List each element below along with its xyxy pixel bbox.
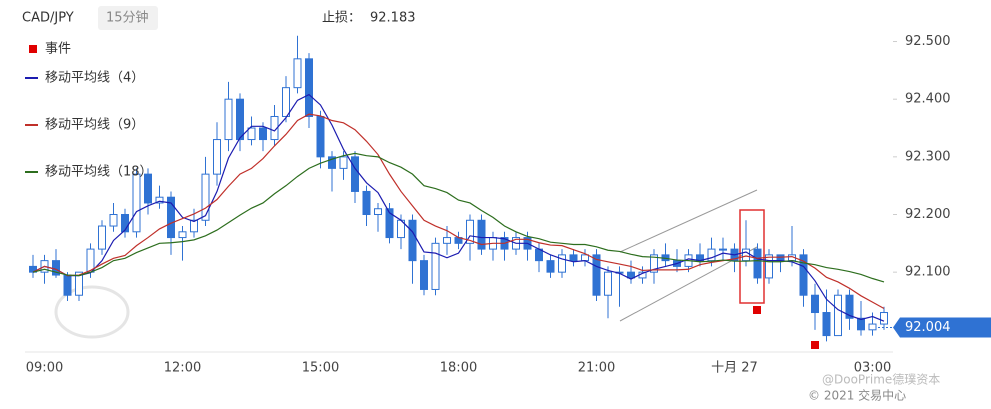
x-tick-label: 十月 27	[711, 361, 758, 376]
candle-down	[811, 294, 819, 314]
candle-up	[339, 156, 348, 169]
candle-up	[466, 219, 474, 244]
y-tick-label: 92.100	[905, 265, 951, 280]
candle-down	[857, 317, 865, 331]
candle-up	[880, 312, 888, 325]
moving-average-line	[32, 93, 885, 322]
candle-down	[351, 156, 359, 192]
last-price-box	[893, 317, 991, 338]
candle-up	[765, 254, 773, 279]
candle-down	[477, 219, 486, 250]
candle-down	[385, 208, 394, 239]
candle-down	[592, 254, 601, 296]
candle-up	[213, 139, 221, 175]
candle-down	[420, 260, 428, 290]
moving-average-line	[32, 113, 885, 310]
x-tick-label: 09:00	[26, 361, 63, 376]
event-marker[interactable]	[753, 306, 761, 314]
candle-up	[868, 323, 877, 331]
candle-up	[190, 219, 198, 233]
watermark-text: @DooPrime德璞资本	[822, 372, 940, 387]
candle-down	[822, 312, 831, 337]
candle-down	[362, 190, 371, 216]
candle-up	[132, 173, 141, 233]
candle-up	[443, 237, 451, 244]
candle-down	[316, 115, 325, 158]
candle-down	[627, 271, 635, 279]
candle-up	[155, 196, 164, 204]
last-price-label: 92.004	[905, 320, 951, 335]
stop-loss-value: 92.183	[370, 11, 416, 26]
candle-down	[328, 156, 336, 169]
symbol: CAD/JPY	[22, 11, 74, 26]
event-marker[interactable]	[811, 341, 819, 349]
candle-up	[742, 248, 750, 262]
channel-line	[619, 189, 758, 253]
candle-down	[799, 254, 808, 296]
candle-up	[374, 208, 382, 216]
x-tick-label: 12:00	[164, 361, 201, 376]
x-tick-label: 15:00	[302, 361, 339, 376]
y-tick-label: 92.500	[905, 34, 951, 49]
candle-up	[293, 58, 302, 89]
candle-down	[167, 196, 175, 239]
x-tick-label: 03:00	[854, 361, 891, 376]
candle-up	[282, 87, 290, 117]
candle-up	[178, 231, 187, 239]
legend-event-swatch	[29, 45, 37, 53]
candle-down	[121, 214, 129, 233]
legend-event: 事件	[45, 42, 71, 57]
timeframe-box[interactable]	[98, 6, 158, 30]
candle-up	[270, 115, 279, 141]
candle-up	[719, 248, 727, 251]
candle-up	[75, 271, 83, 296]
candle-up	[581, 254, 589, 262]
x-tick-label: 18:00	[440, 361, 477, 376]
highlight-box	[739, 209, 765, 304]
y-tick-label: 92.300	[905, 149, 951, 164]
candle-down	[569, 254, 578, 262]
candle-down	[144, 173, 152, 204]
candle-up	[224, 98, 233, 141]
candle-down	[259, 127, 267, 141]
candle-up	[431, 242, 440, 290]
copyright: © 2021 交易中心	[808, 388, 906, 403]
legend-label: 移动平均线（9）	[45, 118, 144, 133]
y-tick-label: 92.400	[905, 92, 951, 107]
candle-up	[558, 254, 566, 273]
legend-label: 移动平均线（4）	[45, 71, 144, 86]
candle-down	[408, 219, 417, 262]
watermark-logo	[54, 285, 130, 339]
candle-up	[650, 254, 658, 273]
y-tick-label: 92.200	[905, 207, 951, 222]
timeframe[interactable]: 15分钟	[106, 10, 149, 26]
candle-up	[247, 127, 256, 141]
candle-down	[753, 248, 762, 279]
candle-down	[63, 274, 72, 296]
x-tick-label: 21:00	[578, 361, 615, 376]
candle-down	[305, 58, 313, 117]
legend-label: 移动平均线（18）	[45, 165, 153, 180]
candle-up	[109, 214, 118, 227]
candle-down	[546, 260, 555, 273]
candle-down	[236, 98, 244, 141]
stop-loss-label: 止损：	[322, 11, 361, 26]
candle-up	[98, 225, 106, 250]
moving-average-line	[32, 152, 885, 283]
candle-up	[834, 294, 842, 337]
candle-down	[845, 294, 854, 319]
candle-up	[201, 173, 210, 221]
candle-up	[604, 271, 612, 296]
